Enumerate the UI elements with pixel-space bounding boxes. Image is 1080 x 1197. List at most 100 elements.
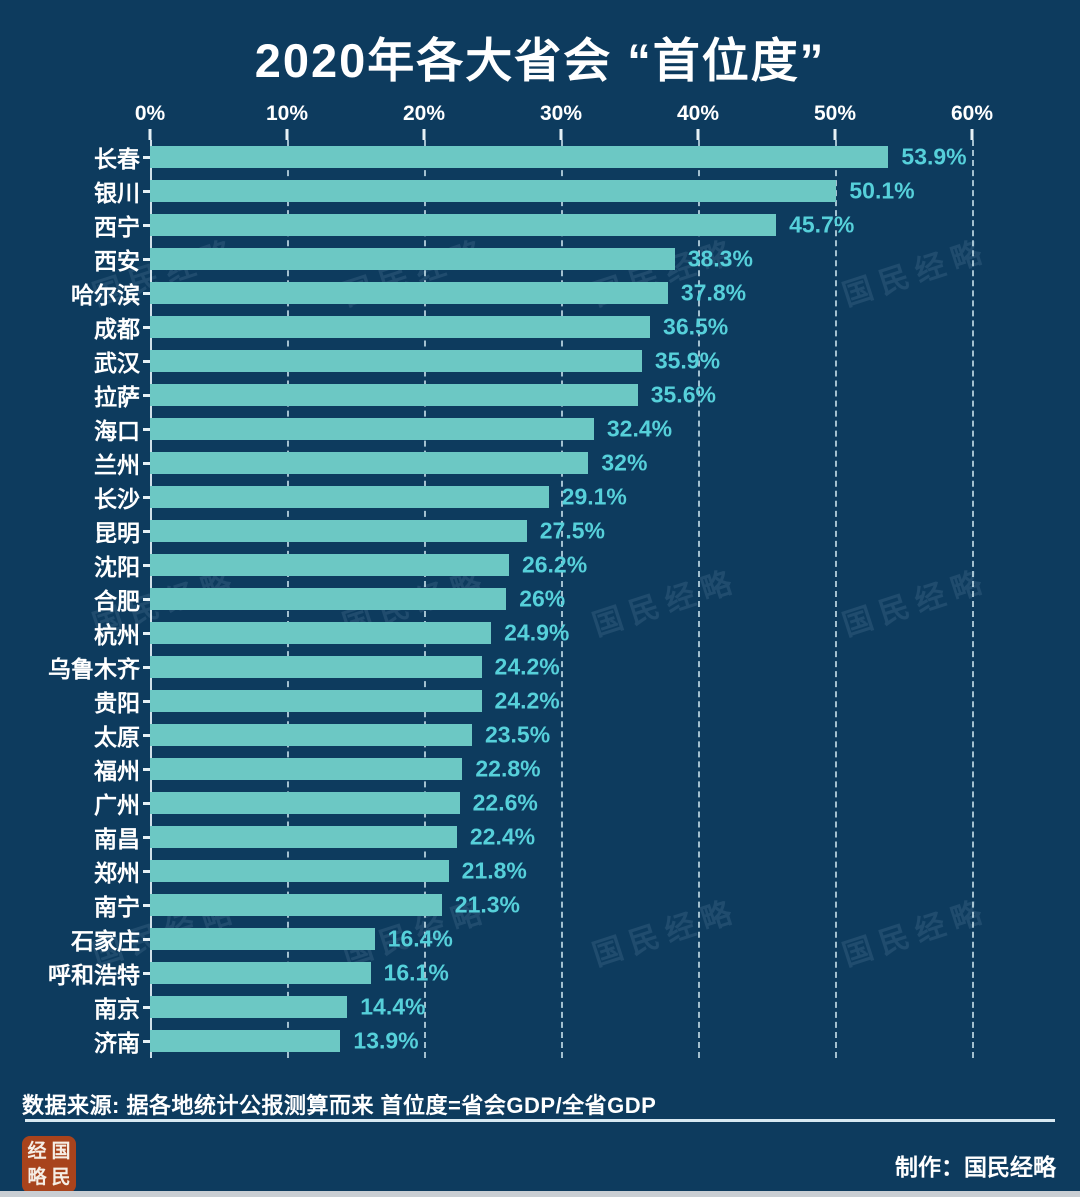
value-label: 22.6% xyxy=(472,789,538,816)
x-axis-tick xyxy=(696,129,700,140)
bar-track: 26.2% xyxy=(150,548,972,582)
bar-track: 35.6% xyxy=(150,378,972,412)
city-tick xyxy=(143,1005,150,1009)
value-label: 14.4% xyxy=(360,993,426,1020)
bar-row: 长春 53.9% xyxy=(0,140,1080,174)
bar-row: 合肥 26% xyxy=(0,582,1080,616)
bar-track: 22.4% xyxy=(150,820,972,854)
bar xyxy=(150,146,889,168)
x-axis-tick xyxy=(422,129,426,140)
bar-row: 沈阳 26.2% xyxy=(0,548,1080,582)
divider-line xyxy=(25,1119,1055,1122)
city-tick xyxy=(143,835,150,839)
value-label: 45.7% xyxy=(789,211,855,238)
bar-track: 24.2% xyxy=(150,650,972,684)
city-label: 南昌 xyxy=(94,826,140,852)
value-label: 24.9% xyxy=(504,619,570,646)
x-axis-tick-label: 40% xyxy=(676,102,719,125)
bar-row: 济南 13.9% xyxy=(0,1024,1080,1058)
city-tick xyxy=(143,903,150,907)
bar-row: 银川 50.1% xyxy=(0,174,1080,208)
bar-track: 21.3% xyxy=(150,888,972,922)
credit-text: 制作：国民经略 xyxy=(895,1154,1056,1180)
gridline xyxy=(835,140,837,1058)
bar-row: 太原 23.5% xyxy=(0,718,1080,752)
city-tick xyxy=(143,529,150,533)
bar-track: 50.1% xyxy=(150,174,972,208)
bar xyxy=(150,996,348,1018)
bar-track: 38.3% xyxy=(150,242,972,276)
value-label: 38.3% xyxy=(687,245,753,272)
city-label: 南宁 xyxy=(94,894,140,920)
bar-track: 21.8% xyxy=(150,854,972,888)
bar-track: 32% xyxy=(150,446,972,480)
value-label: 27.5% xyxy=(539,517,605,544)
bar xyxy=(150,724,472,746)
bar xyxy=(150,248,675,270)
city-tick xyxy=(143,563,150,567)
bar xyxy=(150,894,442,916)
city-label: 沈阳 xyxy=(94,554,140,580)
city-tick xyxy=(143,971,150,975)
city-label: 拉萨 xyxy=(94,384,140,410)
value-label: 37.8% xyxy=(680,279,747,306)
bar xyxy=(150,486,549,508)
bar-track: 22.6% xyxy=(150,786,972,820)
city-label: 长沙 xyxy=(94,486,140,512)
city-tick xyxy=(143,393,150,397)
city-label: 郑州 xyxy=(94,860,140,886)
seal-char: 民 xyxy=(51,1166,71,1188)
bar xyxy=(150,622,492,644)
bar-row: 呼和浩特 16.1% xyxy=(0,956,1080,990)
x-axis-tick-label: 60% xyxy=(950,102,994,125)
seal-char: 经 xyxy=(27,1141,47,1163)
city-label: 成都 xyxy=(94,316,140,342)
value-label: 24.2% xyxy=(494,653,560,680)
city-tick xyxy=(143,359,150,363)
city-tick xyxy=(143,189,150,193)
bar-row: 福州 22.8% xyxy=(0,752,1080,786)
city-label: 西宁 xyxy=(94,214,140,240)
value-label: 35.6% xyxy=(650,381,716,408)
x-axis-tick-label: 20% xyxy=(402,102,445,125)
bar-track: 35.9% xyxy=(150,344,972,378)
bar-track: 26% xyxy=(150,582,972,616)
value-label: 35.9% xyxy=(654,347,721,374)
x-axis-tick xyxy=(148,129,152,140)
bar-track: 13.9% xyxy=(150,1024,972,1058)
bar-track: 37.8% xyxy=(150,276,972,310)
bar xyxy=(150,350,642,372)
bar xyxy=(150,656,482,678)
city-label: 海口 xyxy=(94,418,140,444)
gridline xyxy=(561,140,563,1058)
bar xyxy=(150,214,777,236)
value-label: 26% xyxy=(519,585,566,612)
bar-row: 广州 22.6% xyxy=(0,786,1080,820)
bar xyxy=(150,554,509,576)
city-tick xyxy=(143,937,150,941)
seal-char: 略 xyxy=(27,1166,47,1188)
bar-row: 南昌 22.4% xyxy=(0,820,1080,854)
bottom-strip xyxy=(0,1191,1080,1197)
value-label: 21.8% xyxy=(461,857,527,884)
bar xyxy=(150,758,463,780)
city-tick xyxy=(143,631,150,635)
bar-track: 14.4% xyxy=(150,990,972,1024)
city-tick xyxy=(143,869,150,873)
bar-row: 成都 36.5% xyxy=(0,310,1080,344)
x-axis-tick-label: 0% xyxy=(134,102,166,125)
city-label: 银川 xyxy=(94,180,140,206)
city-tick xyxy=(143,733,150,737)
bar xyxy=(150,316,651,338)
chart-title: 2020年各大省会 “首位度” xyxy=(254,34,826,87)
bar xyxy=(150,282,668,304)
bar-row: 郑州 21.8% xyxy=(0,854,1080,888)
value-label: 22.4% xyxy=(469,823,536,850)
bar-track: 16.1% xyxy=(150,956,972,990)
bar xyxy=(150,1030,341,1052)
bar-row: 拉萨 35.6% xyxy=(0,378,1080,412)
x-axis-labels: 0% 10% 20% 30% 40% 50% 60% xyxy=(135,102,993,128)
bar-chart-plot: 长春 53.9% 银川 50.1% 西宁 45.7% 西安 38.3% 哈尔滨 37.8% 成都 36… xyxy=(0,140,1080,1058)
bar xyxy=(150,928,375,950)
city-tick xyxy=(143,325,150,329)
